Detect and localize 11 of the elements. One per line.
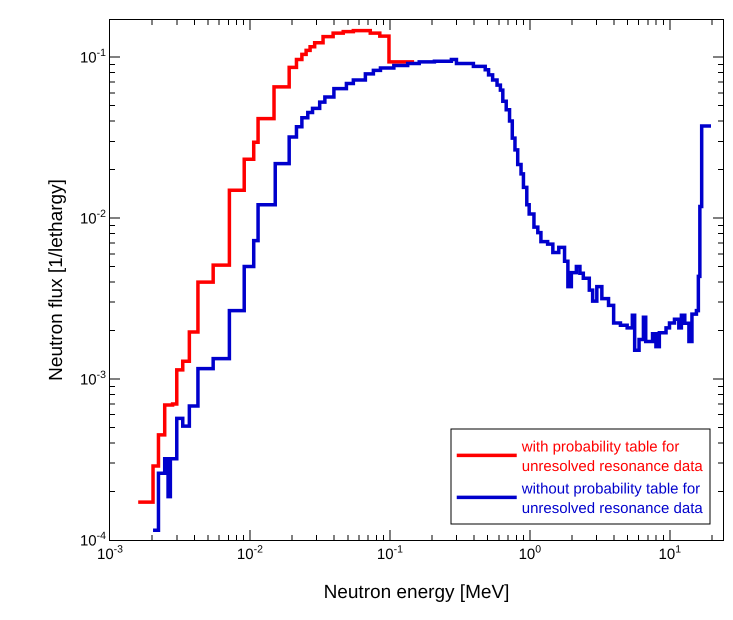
y-tick-label: 10$^{-3}$ [80, 368, 106, 388]
y-tick-label: 10$^{-2}$ [80, 208, 106, 228]
x-tick-label: 10$^{1}$ [658, 544, 682, 563]
x-axis-title: Neutron energy [MeV] [324, 582, 510, 603]
x-tick-label: 10$^{-2}$ [236, 544, 264, 563]
x-tick-label: 10$^{0}$ [518, 544, 542, 563]
legend-label: with probability table for unresolved resonance data [520, 438, 704, 475]
y-axis-title: Neutron flux [1/lethargy] [46, 179, 67, 381]
legend-label: without probability table for unresolved resonance data [520, 480, 704, 517]
x-tick-label: 10$^{-1}$ [376, 544, 404, 563]
y-tick-label: 10$^{-1}$ [80, 47, 106, 66]
